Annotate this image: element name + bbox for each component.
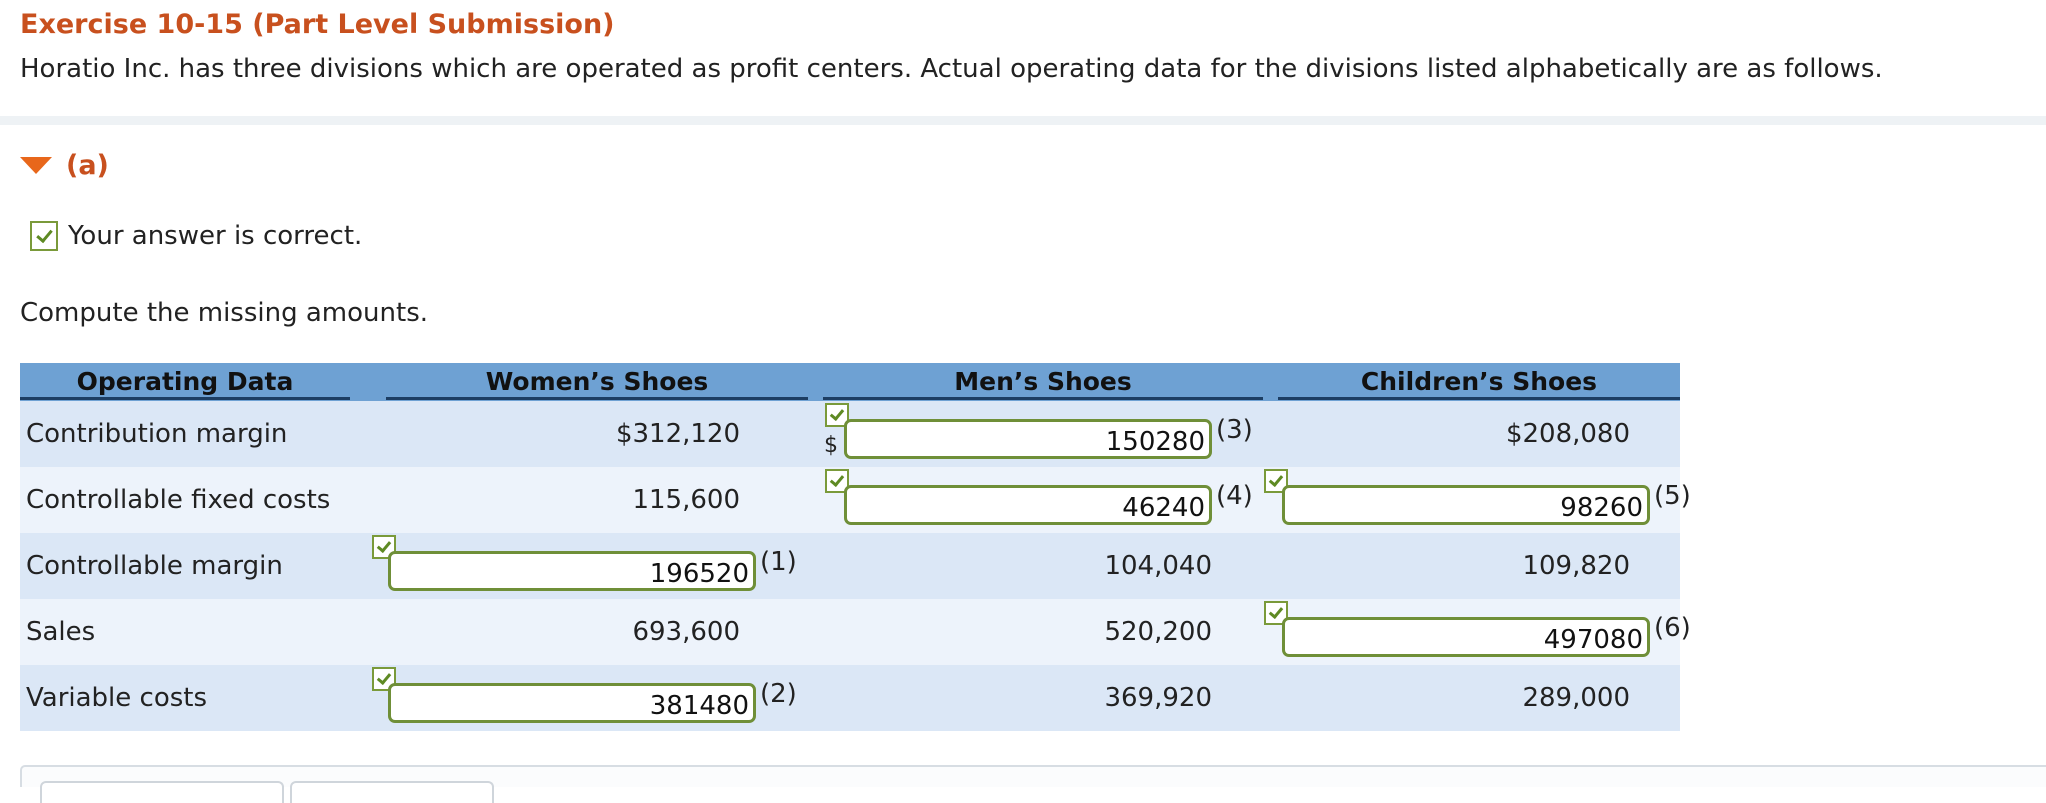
action-button-2[interactable] [290,781,494,803]
womens-value: 693,600 [632,617,740,647]
row-label: Contribution margin [26,419,288,449]
childrens-value: 109,820 [1522,551,1630,581]
womens-value: 115,600 [632,485,740,515]
part-label: (a) [66,150,109,181]
mens-value: 369,920 [1104,683,1212,713]
table-row: Controllable fixed costs 115,600 46240 (… [20,467,1691,533]
table-row: Controllable margin 196520 (1) 104,040 1… [20,533,1680,599]
childrens-value: 289,000 [1522,683,1630,713]
answer-ref: (1) [760,547,797,577]
row-label: Sales [26,617,96,647]
exercise-intro: Horatio Inc. has three divisions which a… [20,54,1883,84]
header-womens-shoes: Women’s Shoes [386,363,808,400]
answer-ref: (4) [1216,481,1253,511]
womens-value: $312,120 [615,419,740,449]
mens-value: 104,040 [1104,551,1212,581]
part-a-toggle[interactable]: (a) [20,150,109,181]
bottom-action-bar [20,765,2046,803]
row-label: Variable costs [26,683,208,713]
mens-value: 520,200 [1104,617,1212,647]
answer-ref: (2) [760,679,797,709]
mens-controllable-fixed-costs-input[interactable]: 46240 [844,485,1212,525]
checkmark-icon [372,535,396,559]
checkmark-icon [825,403,849,427]
childrens-sales-input[interactable]: 497080 [1282,617,1650,657]
row-label: Controllable fixed costs [26,485,331,515]
mens-contribution-margin-input[interactable]: 150280 [844,419,1212,459]
instruction-text: Compute the missing amounts. [20,298,429,328]
table-row: Sales 693,600 520,200 497080 (6) [20,599,1691,665]
table-header-row: Operating Data Women’s Shoes Men’s Shoes… [20,363,1680,401]
operating-data-table: Operating Data Women’s Shoes Men’s Shoes… [20,363,1691,733]
answer-ref: (6) [1654,613,1691,643]
header-operating-data: Operating Data [20,363,350,400]
womens-variable-costs-input[interactable]: 381480 [388,683,756,723]
header-childrens-shoes: Children’s Shoes [1278,363,1680,400]
section-divider [0,116,2046,125]
childrens-controllable-fixed-costs-input[interactable]: 98260 [1282,485,1650,525]
currency-symbol: $ [824,433,838,458]
checkmark-icon [825,469,849,493]
caret-down-icon[interactable] [20,157,52,174]
table-row: Variable costs 381480 (2) 369,920 289,00… [20,665,1680,731]
checkmark-icon [30,221,58,251]
childrens-value: $208,080 [1505,419,1630,449]
header-mens-shoes: Men’s Shoes [823,363,1263,400]
action-button-1[interactable] [40,781,284,803]
answer-status-text: Your answer is correct. [68,221,363,251]
answer-ref: (5) [1654,481,1691,511]
answer-status: Your answer is correct. [30,221,362,251]
row-label: Controllable margin [26,551,283,581]
womens-controllable-margin-input[interactable]: 196520 [388,551,756,591]
answer-ref: (3) [1216,415,1253,445]
table-row: Contribution margin $312,120 $ 150280 (3… [20,401,1680,467]
exercise-title: Exercise 10-15 (Part Level Submission) [20,9,615,40]
